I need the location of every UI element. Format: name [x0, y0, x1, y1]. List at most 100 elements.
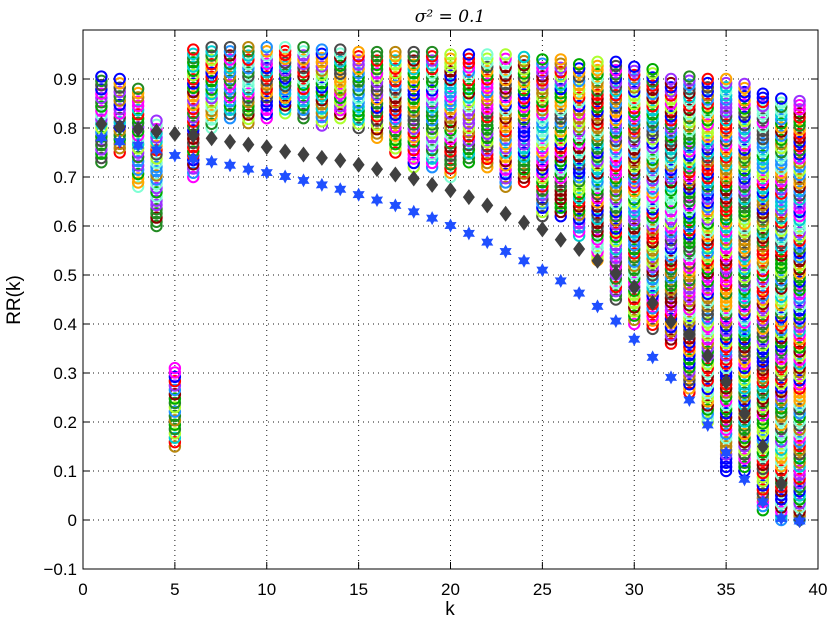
circle-point: [664, 250, 678, 263]
circle-point: [756, 132, 770, 146]
circle-point: [793, 123, 806, 137]
circle-point: [499, 176, 512, 189]
circle-point: [278, 107, 292, 120]
circle-point: [425, 97, 439, 110]
diamond-point: [499, 205, 512, 222]
diamond-point: [315, 149, 328, 166]
circle-point: [536, 74, 549, 87]
circle-point: [793, 185, 806, 198]
circle-point: [554, 133, 567, 147]
circle-point: [168, 379, 182, 392]
circle-point: [609, 118, 623, 131]
circle-point: [683, 99, 696, 112]
circle-point: [683, 207, 696, 220]
star-point: [775, 511, 788, 526]
circle-point: [554, 176, 567, 189]
circle-point: [242, 83, 255, 96]
circle-point: [572, 221, 586, 234]
star-point: [720, 445, 733, 460]
circle-point: [517, 75, 531, 89]
circle-point: [554, 104, 567, 117]
circle-point: [664, 267, 678, 280]
circle-point: [701, 93, 714, 106]
circle-point: [756, 330, 770, 344]
circle-point: [664, 105, 678, 119]
circle-point: [664, 76, 678, 90]
circle-point: [646, 199, 659, 212]
circle-point: [664, 81, 678, 94]
circle-point: [517, 71, 531, 84]
circle-point: [775, 327, 788, 341]
circle-point: [297, 70, 310, 83]
circle-point: [793, 337, 806, 350]
circle-point: [646, 240, 659, 253]
circle-point: [756, 178, 770, 191]
circle-point: [315, 98, 329, 111]
circle-point: [719, 134, 733, 148]
circle-point: [738, 349, 751, 362]
circle-point: [719, 204, 733, 218]
circle-point: [793, 296, 806, 309]
circle-point: [756, 215, 770, 228]
circle-point: [425, 156, 439, 170]
circle-point: [572, 70, 586, 84]
circle-point: [775, 241, 788, 254]
circle-point: [370, 127, 384, 140]
circle-point: [775, 348, 788, 361]
circle-point: [793, 386, 806, 399]
circle-point: [683, 103, 696, 117]
circle-point: [793, 205, 806, 219]
circle-point: [517, 88, 531, 101]
circle-point: [719, 349, 733, 362]
star-point: [591, 299, 604, 314]
circle-point: [187, 56, 200, 69]
circle-point: [168, 431, 182, 444]
circle-point: [628, 118, 641, 132]
circle-point: [646, 269, 659, 282]
circle-point: [187, 115, 200, 128]
circle-point: [591, 196, 604, 209]
circle-point: [701, 126, 714, 139]
circle-point: [683, 232, 696, 245]
circle-point: [756, 211, 770, 224]
circle-point: [775, 315, 788, 328]
circle-point: [517, 92, 531, 105]
circle-point: [756, 425, 770, 439]
circle-point: [297, 107, 310, 121]
circle-point: [591, 163, 604, 176]
circle-point: [95, 147, 108, 160]
circle-point: [242, 70, 255, 83]
circle-point: [462, 143, 476, 156]
circle-point: [793, 480, 806, 494]
circle-point: [591, 187, 604, 201]
circle-point: [775, 455, 788, 469]
circle-point: [444, 128, 457, 141]
circle-point: [315, 51, 329, 65]
circle-point: [499, 146, 512, 159]
circle-point: [719, 175, 733, 189]
circle-point: [536, 188, 549, 202]
circle-point: [793, 98, 806, 112]
circle-point: [701, 138, 714, 152]
circle-point: [223, 45, 237, 58]
circle-point: [315, 119, 329, 132]
circle-point: [664, 126, 678, 139]
circle-point: [554, 121, 567, 134]
circle-point: [591, 125, 604, 139]
circle-point: [462, 78, 476, 91]
circle-point: [756, 314, 770, 327]
circle-point: [756, 91, 770, 105]
circle-point: [756, 367, 770, 381]
x-axis-label: k: [445, 599, 455, 620]
circle-point: [738, 85, 751, 99]
circle-point: [572, 120, 586, 134]
circle-point: [278, 40, 292, 54]
circle-point: [554, 57, 567, 70]
circle-point: [609, 214, 623, 227]
circle-point: [793, 275, 806, 288]
circle-point: [738, 180, 751, 194]
circle-point: [756, 400, 770, 414]
circle-point: [701, 147, 714, 160]
circle-point: [646, 157, 659, 171]
circle-point: [756, 227, 770, 241]
